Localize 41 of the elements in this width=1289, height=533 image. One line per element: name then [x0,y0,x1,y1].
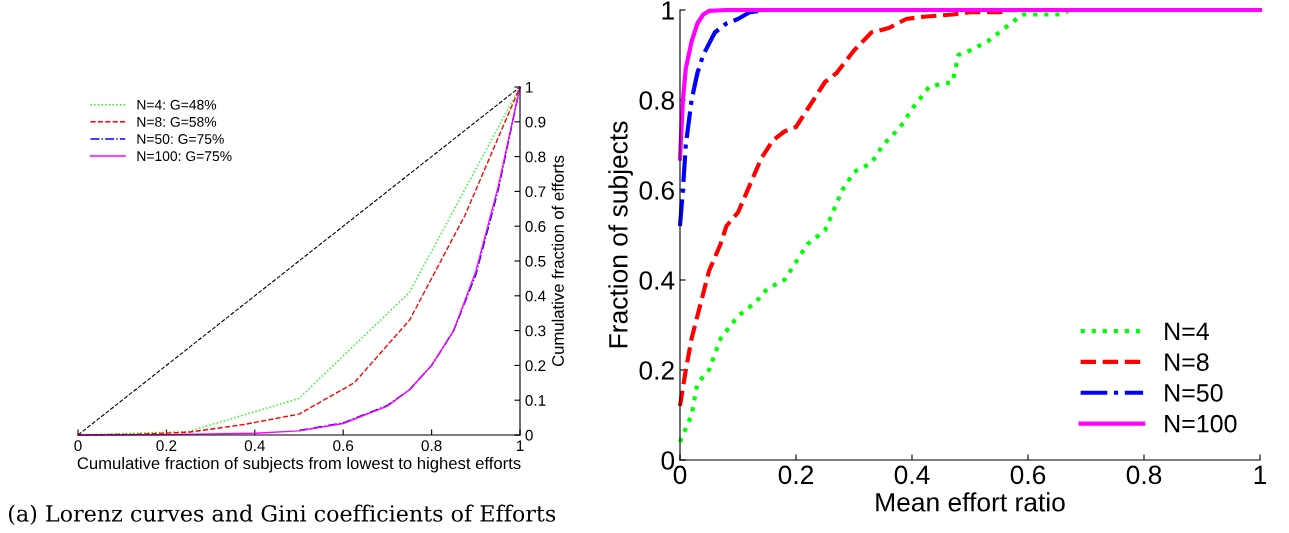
y-axis-title: Fraction of subjects [608,121,633,348]
y-axis-title: Cumulative fraction of efforts [551,155,564,367]
x-tick-label: 0.8 [1126,465,1162,485]
y-tick-label: 0.5 [525,255,546,267]
y-tick-label: 0.9 [525,116,546,128]
legend-label: N=8: G=58% [137,116,217,127]
y-tick-label: 0.3 [525,325,546,337]
x-tick-label: 1 [516,440,524,451]
y-tick-label: 0.2 [525,360,546,372]
legend-label: N=50 [1165,384,1223,402]
legend-label: N=4 [1165,322,1209,340]
y-tick-label: 0.2 [639,361,674,380]
y-tick-label: 0.4 [639,271,675,290]
x-tick-label: 0.2 [156,440,177,452]
x-tick-label: 0.4 [244,440,265,452]
line-series [677,7,1263,161]
x-tick-label: 0 [74,440,82,452]
x-tick-label: 0.8 [421,440,442,452]
x-axis-title: Cumulative fraction of subjects from lowest to highest efforts [77,456,521,473]
legend-label: N=100: G=75% [137,151,232,162]
y-tick-label: 0.7 [525,186,546,198]
legend-label: N=50: G=75% [137,134,224,144]
x-tick-label: 0.6 [1010,465,1046,485]
y-tick-label: 1 [662,1,674,20]
y-tick-label: 0 [525,429,533,441]
legend-label: N=100 [1165,414,1237,433]
x-tick-label: 0.2 [778,465,814,485]
legend-label: N=4: G=48% [137,99,217,110]
x-axis-title: Mean effort ratio [876,492,1065,512]
y-tick-label: 0.1 [525,395,546,406]
y-tick-label: 1 [526,82,533,93]
y-tick-label: 0.6 [525,221,546,232]
legend-label: N=8 [1165,353,1209,371]
y-tick-label: 0.6 [639,181,674,200]
text: (a) Lorenz curves and Gini coefficients of Efforts [9,504,556,525]
y-tick-label: 0.8 [525,151,546,163]
x-tick-label: 0.4 [894,465,930,485]
y-tick-label: 0.4 [525,290,546,302]
x-tick-label: 0.6 [333,440,354,452]
y-tick-label: 0.8 [639,91,674,110]
x-tick-label: 1 [1254,465,1267,484]
